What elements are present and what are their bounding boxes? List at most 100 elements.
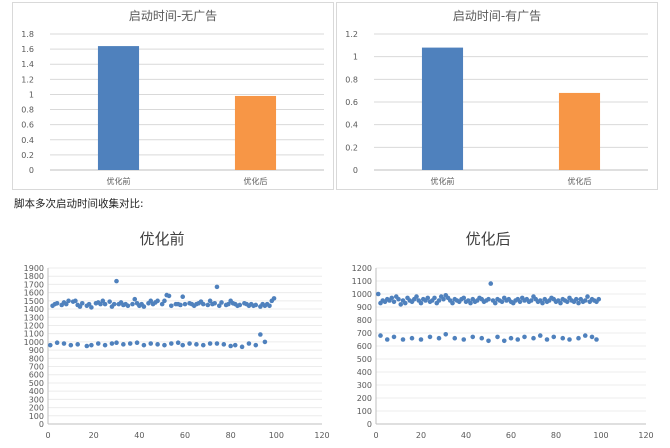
y-tick-label: 1.4	[21, 60, 34, 69]
bar-before	[97, 46, 140, 170]
y-tick-label: 0.2	[345, 143, 358, 152]
y-tick-label: 0.4	[21, 136, 34, 145]
data-point	[239, 344, 245, 350]
data-point	[567, 337, 572, 342]
scatter-chart-after-svg: 优化后0100200300400500600700800900100011001…	[352, 230, 654, 440]
y-tick-label: 300	[357, 381, 372, 390]
y-tick-label: 1000	[352, 290, 372, 299]
data-point	[148, 298, 154, 304]
data-point	[125, 303, 131, 309]
y-tick-label: 500	[29, 379, 44, 388]
chart-title: 启动时间-有广告	[453, 9, 541, 23]
data-point	[107, 299, 112, 304]
data-point	[594, 337, 599, 342]
data-point	[66, 298, 71, 304]
data-point	[492, 300, 498, 306]
data-point	[443, 332, 449, 337]
x-tick-label: 40	[461, 431, 471, 440]
data-point	[499, 299, 505, 305]
data-point	[400, 337, 406, 342]
y-tick-label: 1100	[352, 277, 372, 286]
data-point	[226, 301, 231, 307]
y-tick-label: 1	[29, 90, 34, 99]
data-point	[155, 298, 160, 304]
data-point	[253, 342, 259, 348]
y-tick-label: 700	[29, 363, 44, 372]
y-tick-label: 1400	[24, 305, 44, 314]
data-point	[564, 299, 570, 305]
data-point	[425, 295, 431, 301]
data-point	[436, 335, 442, 341]
data-point	[582, 333, 588, 338]
data-point	[528, 298, 534, 303]
y-tick-label: 0.8	[345, 75, 358, 84]
data-point	[89, 305, 94, 310]
data-point	[77, 304, 83, 309]
data-point	[414, 294, 419, 299]
data-point	[200, 342, 206, 348]
y-tick-label: 1000	[24, 338, 44, 347]
y-tick-label: 0	[39, 420, 44, 429]
data-point	[262, 339, 268, 345]
data-point	[418, 337, 424, 342]
data-point	[216, 303, 222, 309]
data-point	[398, 302, 404, 307]
x-tick-label: 20	[89, 431, 99, 440]
y-tick-label: 0.6	[345, 98, 358, 107]
data-point	[194, 342, 199, 347]
data-point	[47, 342, 53, 348]
data-point	[258, 332, 263, 337]
data-point	[396, 296, 401, 302]
y-tick-label: 400	[29, 387, 44, 396]
data-point	[159, 301, 165, 307]
data-point	[84, 343, 90, 349]
data-point	[75, 342, 80, 347]
y-tick-label: 0.4	[345, 121, 358, 130]
y-tick-label: 800	[357, 316, 372, 325]
data-point	[228, 343, 233, 349]
data-point	[384, 337, 390, 342]
data-point	[54, 301, 60, 306]
x-tick-label: 60	[180, 431, 190, 440]
data-point	[461, 337, 467, 342]
data-point	[221, 342, 227, 347]
x-tick-label: 40	[134, 431, 144, 440]
y-tick-label: 1500	[24, 297, 44, 306]
y-tick-label: 200	[357, 394, 372, 403]
data-point	[585, 294, 590, 299]
data-point	[486, 338, 491, 344]
bar-chart-no-ads-svg: 启动时间-无广告 0 0.2 0.4 0.6 0.8 1 1.2 1.4 1.6 1.8 优化前 优化后	[12, 2, 334, 190]
data-point	[100, 298, 106, 304]
data-point	[558, 300, 563, 306]
data-point	[436, 298, 442, 303]
data-point	[180, 342, 186, 348]
y-tick-label: 1	[353, 53, 358, 62]
bar-chart-with-ads: 启动时间-有广告 0 0.2 0.4 0.6 0.8 1 1.2 优化前 优化后	[336, 2, 658, 190]
y-tick-label: 0	[367, 420, 372, 429]
data-point	[134, 340, 140, 346]
x-tick-label: 0	[45, 431, 50, 440]
data-point	[522, 334, 527, 340]
data-point	[271, 296, 277, 301]
chart-title: 优化后	[466, 230, 511, 248]
data-point	[214, 284, 220, 290]
data-point	[573, 296, 579, 302]
x-tick-label: 0	[373, 431, 378, 440]
x-tick-label: 60	[506, 431, 516, 440]
data-point	[461, 295, 467, 301]
data-point	[63, 301, 69, 307]
data-point	[596, 296, 602, 302]
data-point	[470, 334, 476, 340]
data-point	[560, 335, 566, 341]
data-point	[200, 301, 206, 307]
y-tick-label: 1.8	[21, 30, 34, 39]
data-point	[427, 334, 433, 340]
data-point	[98, 301, 103, 307]
data-point	[576, 335, 581, 341]
chart-title: 优化前	[139, 230, 184, 248]
data-point	[468, 300, 473, 306]
x-tick-label: 80	[551, 431, 561, 440]
y-tick-label: 100	[357, 407, 372, 416]
data-point	[205, 302, 211, 308]
data-point	[162, 298, 167, 304]
